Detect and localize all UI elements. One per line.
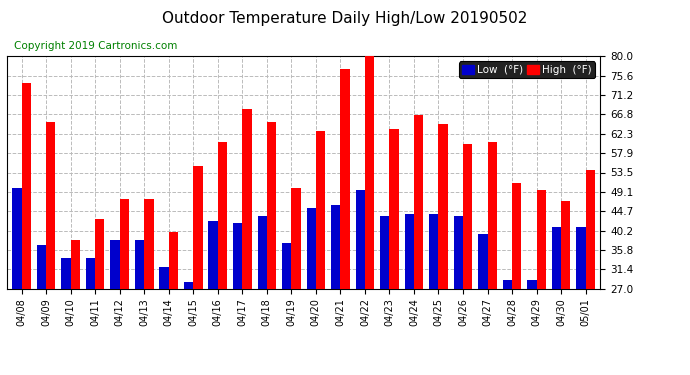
- Bar: [21, 82, 31, 289]
- Bar: [86, 258, 95, 289]
- Bar: [193, 166, 203, 289]
- Bar: [380, 216, 389, 289]
- Bar: [46, 122, 55, 289]
- Bar: [463, 144, 472, 289]
- Bar: [503, 280, 512, 289]
- Bar: [184, 282, 193, 289]
- Bar: [453, 216, 463, 289]
- Bar: [365, 56, 374, 289]
- Bar: [414, 116, 423, 289]
- Bar: [282, 243, 291, 289]
- Bar: [527, 280, 537, 289]
- Text: Outdoor Temperature Daily High/Low 20190502: Outdoor Temperature Daily High/Low 20190…: [162, 11, 528, 26]
- Bar: [316, 131, 325, 289]
- Bar: [135, 240, 144, 289]
- Bar: [552, 227, 561, 289]
- Bar: [169, 232, 178, 289]
- Bar: [404, 214, 414, 289]
- Bar: [537, 190, 546, 289]
- Text: Copyright 2019 Cartronics.com: Copyright 2019 Cartronics.com: [14, 41, 177, 51]
- Bar: [208, 221, 218, 289]
- Bar: [110, 240, 119, 289]
- Bar: [242, 109, 252, 289]
- Bar: [70, 240, 80, 289]
- Bar: [119, 199, 129, 289]
- Bar: [306, 208, 316, 289]
- Bar: [355, 190, 365, 289]
- Bar: [267, 122, 276, 289]
- Bar: [389, 129, 399, 289]
- Bar: [233, 223, 242, 289]
- Bar: [488, 142, 497, 289]
- Bar: [61, 258, 70, 289]
- Bar: [159, 267, 169, 289]
- Bar: [561, 201, 571, 289]
- Bar: [576, 227, 586, 289]
- Bar: [586, 170, 595, 289]
- Bar: [12, 188, 21, 289]
- Bar: [340, 69, 350, 289]
- Bar: [512, 183, 522, 289]
- Bar: [478, 234, 488, 289]
- Legend: Low  (°F), High  (°F): Low (°F), High (°F): [459, 62, 595, 78]
- Bar: [257, 216, 267, 289]
- Bar: [95, 219, 104, 289]
- Bar: [438, 124, 448, 289]
- Bar: [291, 188, 301, 289]
- Bar: [144, 199, 154, 289]
- Bar: [429, 214, 438, 289]
- Bar: [37, 245, 46, 289]
- Bar: [331, 206, 340, 289]
- Bar: [218, 142, 227, 289]
